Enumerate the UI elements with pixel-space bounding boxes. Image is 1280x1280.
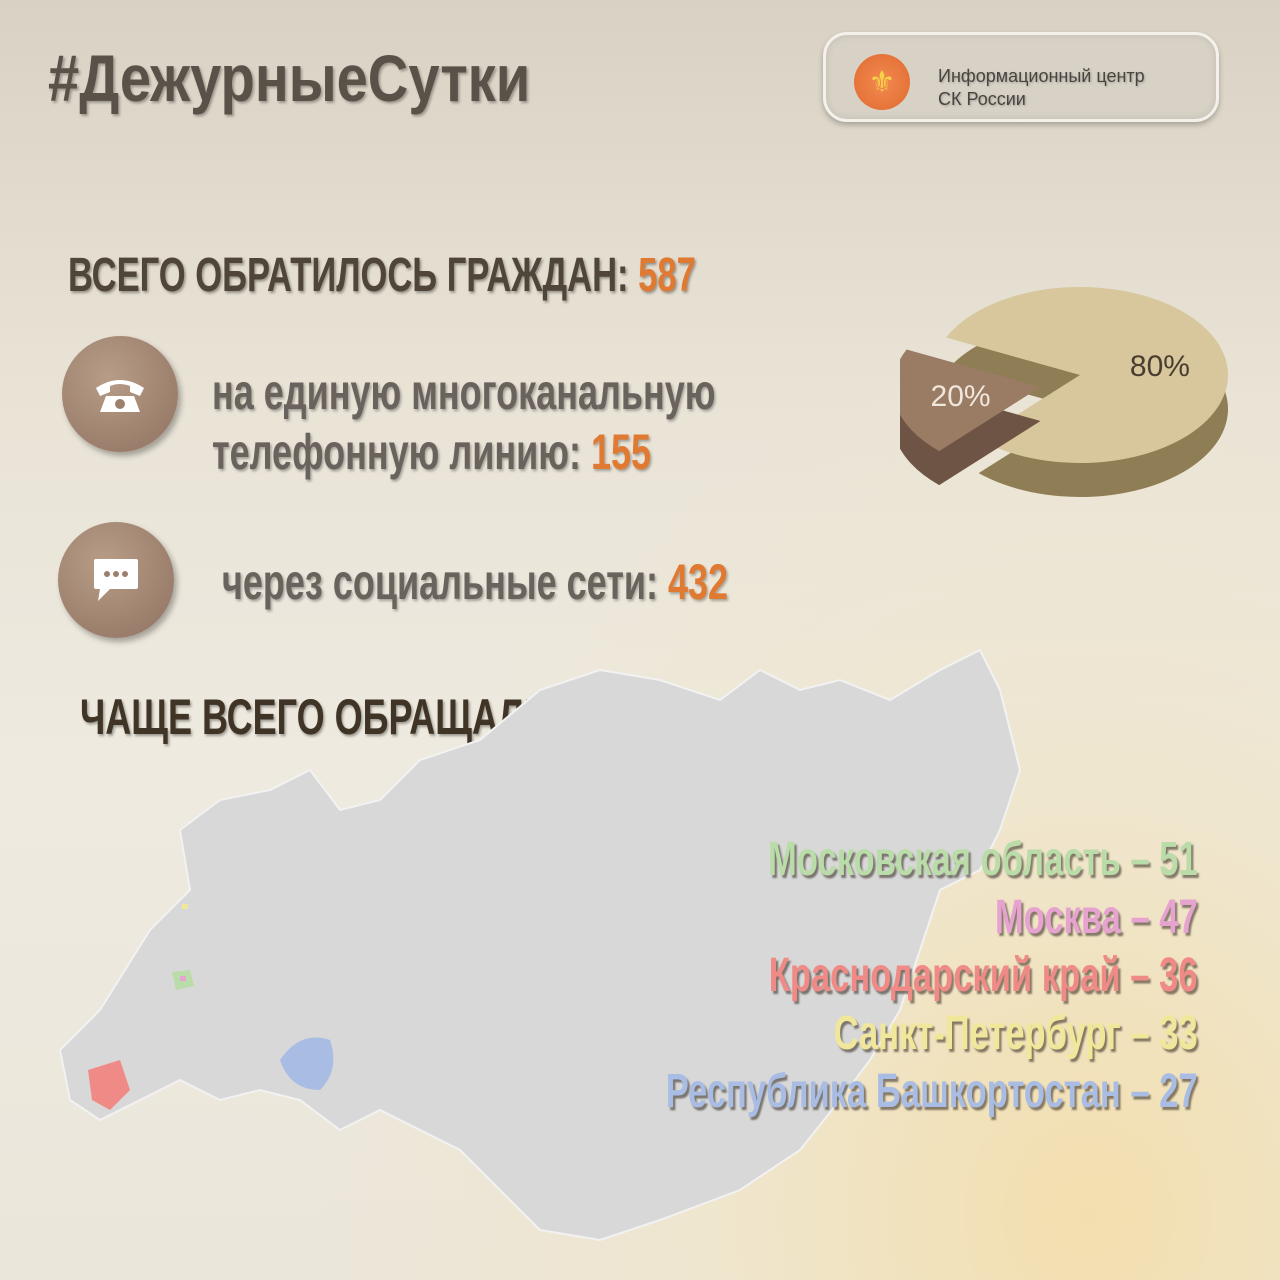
phone-icon: [96, 380, 144, 412]
region-item: Москва – 47: [995, 891, 1198, 944]
chat-bubble-icon: [94, 559, 138, 601]
moscow-region: [180, 976, 186, 981]
bashkortostan-region: [280, 1037, 334, 1090]
pie-chart: 80% 20%: [900, 287, 1228, 497]
social-circle: [58, 522, 174, 638]
spb-region: [182, 904, 188, 909]
badge-line2: СК России: [938, 89, 1026, 109]
badge-line1: Информационный центр: [938, 66, 1145, 86]
pie-slice: [900, 349, 1041, 452]
info-center-badge: ⚜ Информационный центр СК России: [823, 32, 1219, 122]
sk-emblem-icon: ⚜: [854, 54, 910, 110]
phone-circle: [62, 336, 178, 452]
region-item: Санкт-Петербург – 33: [833, 1007, 1198, 1060]
phone-value: 155: [590, 424, 652, 480]
krasnodar-region: [88, 1060, 130, 1110]
region-item: Краснодарский край – 36: [769, 949, 1198, 1002]
pie-label: 20%: [931, 380, 991, 413]
social-text: через социальные сети: 432: [222, 554, 729, 610]
russia-map: [58, 648, 1022, 1242]
total-value: 587: [638, 249, 696, 302]
pie-label: 80%: [1130, 350, 1190, 383]
total-heading: ВСЕГО ОБРАТИЛОСЬ ГРАЖДАН: 587: [68, 249, 696, 302]
hashtag-title: #ДежурныеСутки: [48, 41, 531, 115]
region-item: Московская область – 51: [768, 833, 1198, 886]
region-item: Республика Башкортостан – 27: [666, 1065, 1198, 1118]
social-value: 432: [667, 554, 729, 610]
phone-line-text: на единую многоканальную телефонную лини…: [212, 364, 716, 480]
